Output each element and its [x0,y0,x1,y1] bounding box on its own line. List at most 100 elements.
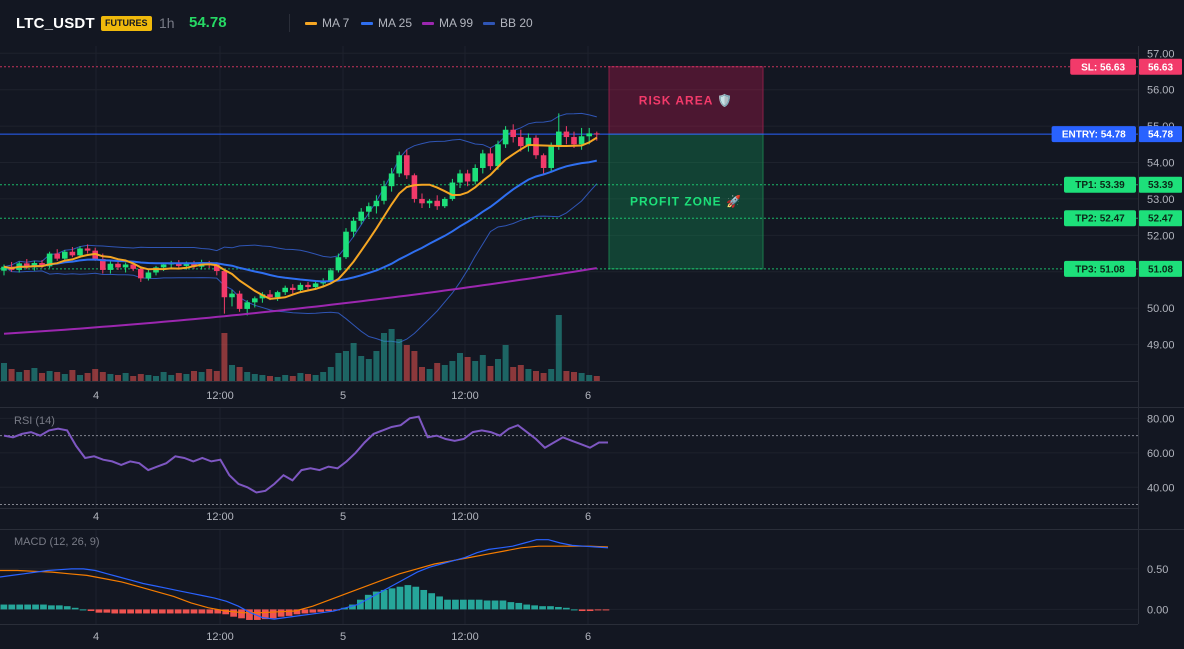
candle [457,169,463,189]
candle-body [594,133,600,135]
volume-bar [479,355,486,381]
macd-histogram-bar [412,586,420,610]
candle-body [457,173,463,183]
candle [487,147,494,170]
volume-bar [8,369,15,381]
candle [107,260,114,274]
macd-histogram-bar [119,609,127,614]
candle-body [540,155,547,168]
macd-histogram-bar [71,607,79,610]
candle-body [411,175,418,199]
candle-body [388,173,395,187]
volume-bar [107,374,114,381]
candle [556,113,562,150]
candle-body [84,248,91,251]
macd-histogram-bar [467,599,475,610]
axis-price-label: 56.63 [1148,62,1173,73]
candle [46,251,53,269]
legend-bb20[interactable]: BB 20 [483,16,533,30]
macd-histogram-bar [174,609,182,614]
candle-body [358,211,364,221]
candle-body [221,271,228,298]
level-tag-box [1064,260,1136,277]
candle-body [578,136,585,145]
macd-histogram-bar [269,609,277,619]
volume-bar [23,370,30,381]
volume-bars [1,315,600,381]
volume-bar [213,371,220,381]
volume-bar [396,339,403,381]
volume-bar [153,376,159,381]
macd-histogram-bar [8,604,16,610]
volume-bar [115,375,121,381]
legend-ma99[interactable]: MA 99 [422,16,473,30]
time-tick-label: 12:00 [206,631,234,643]
candle-body [69,251,76,256]
volume-bar [335,353,342,381]
macd-histogram-bar [127,609,134,614]
candle [1,264,7,276]
time-axis[interactable]: 4 12:00 5 12:00 6 4 12:00 5 12:00 6 4 12:00 5 12:00 6 [93,390,591,643]
rsi-tick-label: 80.00 [1147,413,1175,425]
volume-bar [411,351,418,381]
risk-area-zone[interactable] [608,66,764,135]
volume-bar [533,371,539,381]
volume-bar [99,372,106,381]
volume-bar [39,373,45,381]
macd-histogram-bar [444,599,451,610]
macd-panel[interactable]: MACD (12, 26, 9) [0,536,610,620]
candle [335,253,342,273]
candle [69,247,76,258]
volume-bar [229,365,235,381]
level-tags: SL: 56.63 56.63 ENTRY: 54.78 54.78 TP1: 53.3… [1051,58,1182,277]
volume-bar [388,329,395,381]
symbol-name[interactable]: LTC_USDT [16,15,95,32]
macd-histogram-bar [570,609,578,611]
macd-histogram-bar [214,609,222,614]
macd-histogram-bar [539,606,546,610]
candle-body [525,137,532,147]
candle [442,197,448,209]
level-tag-label: ENTRY: 54.78 [1062,130,1126,141]
candle-body [115,263,121,268]
candle-body [122,264,129,268]
profit-zone[interactable] [608,133,764,270]
time-tick-label: 5 [340,511,346,523]
candle-body [267,294,273,298]
candle-body [518,137,524,147]
macd-histogram-bar [206,609,214,614]
rsi-panel[interactable]: RSI (14) [0,415,1138,506]
axis-price-label: 54.78 [1148,130,1173,141]
volume-bar [343,351,349,381]
macd-histogram-bar [103,609,111,613]
candle-body [107,263,114,270]
macd-histogram-bar [309,609,317,613]
risk-area-label: RISK AREA 🛡️ [639,93,733,107]
volume-bar [69,370,76,381]
macd-histogram-bar [198,609,206,614]
level-tag-label: TP3: 51.08 [1075,264,1125,275]
level-tag-box [1070,58,1136,75]
volume-bar [426,369,433,381]
candle-body [191,262,197,267]
price-tick-label: 54.00 [1147,158,1175,170]
macd-histogram-bar [0,604,8,610]
last-price: 54.78 [189,14,227,31]
legend-ma25[interactable]: MA 25 [361,16,412,30]
level-tag-label: TP2: 52.47 [1075,214,1125,225]
volume-bar [502,345,509,381]
macd-histogram-bar [349,604,356,610]
bb-lower-band [3,183,598,344]
candle [449,178,456,201]
macd-histogram-bar [24,604,31,610]
price-tick-label: 56.00 [1147,85,1175,97]
candle [411,173,418,203]
macd-histogram-bar [428,593,436,610]
macd-histogram-bar [182,609,190,614]
time-tick-label: 12:00 [206,390,234,402]
level-tag-entry: ENTRY: 54.78 54.78 [1051,126,1182,143]
legend-ma7[interactable]: MA 7 [305,16,349,30]
level-tag-tp1: TP1: 53.39 53.39 [1064,176,1182,193]
timeframe-label[interactable]: 1h [159,15,175,31]
